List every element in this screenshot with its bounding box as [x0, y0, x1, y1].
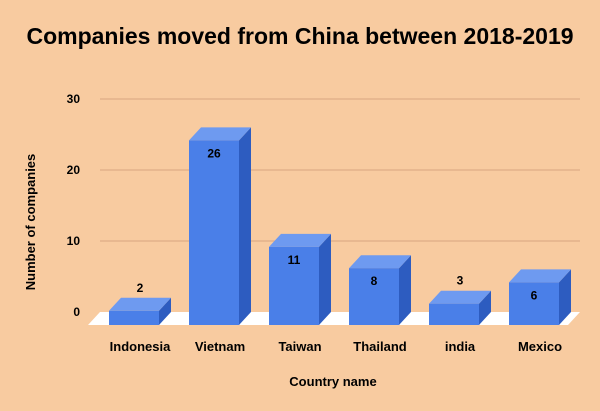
bar-side — [239, 127, 251, 326]
data-label: 26 — [207, 146, 221, 160]
data-label: 11 — [288, 253, 301, 267]
bar-Thailand — [349, 255, 411, 325]
bar-front — [269, 246, 319, 325]
data-label: 8 — [371, 274, 378, 288]
bar-Taiwan — [269, 233, 331, 325]
labels-layer: 0 10 20 30 2 Indonesia 26 Vietnam 11 Taiwan 8 Thail… — [67, 92, 562, 354]
bar-top — [429, 290, 491, 304]
bar-side — [319, 233, 331, 325]
x-tick-label: Vietnam — [195, 339, 245, 354]
bar-india — [429, 290, 491, 325]
x-axis-label: Country name — [289, 374, 376, 389]
x-tick-label: Taiwan — [278, 339, 321, 354]
bar-side — [159, 297, 171, 325]
y-axis-label: Number of companies — [23, 154, 38, 291]
bar-front — [509, 282, 559, 325]
x-tick-label: Thailand — [353, 339, 407, 354]
bar-top — [269, 233, 331, 247]
bar-side — [399, 255, 411, 325]
data-label: 6 — [531, 288, 538, 302]
bar-top — [509, 269, 571, 283]
y-tick-label: 20 — [67, 163, 81, 177]
bar-side — [559, 269, 571, 325]
bar-front — [109, 310, 159, 325]
data-label: 2 — [137, 281, 144, 295]
bar-front — [429, 303, 479, 325]
x-tick-label: india — [445, 339, 476, 354]
y-tick-label: 10 — [67, 234, 81, 248]
x-tick-label: Indonesia — [110, 339, 171, 354]
y-tick-label: 30 — [67, 92, 81, 106]
bar-front — [189, 140, 239, 325]
bar-top — [349, 255, 411, 269]
grid-layer — [100, 98, 580, 242]
bar-Indonesia — [109, 297, 171, 325]
x-tick-label: Mexico — [518, 339, 562, 354]
bar-top — [109, 297, 171, 311]
y-tick-label: 0 — [73, 305, 80, 319]
bar-Vietnam — [189, 127, 251, 326]
bar-top — [189, 127, 251, 141]
bar-side — [479, 290, 491, 325]
bar-Mexico — [509, 269, 571, 325]
chart-title: Companies moved from China between 2018-… — [26, 23, 574, 49]
bars-layer — [109, 127, 571, 326]
bar-front — [349, 268, 399, 325]
data-label: 3 — [457, 274, 464, 288]
